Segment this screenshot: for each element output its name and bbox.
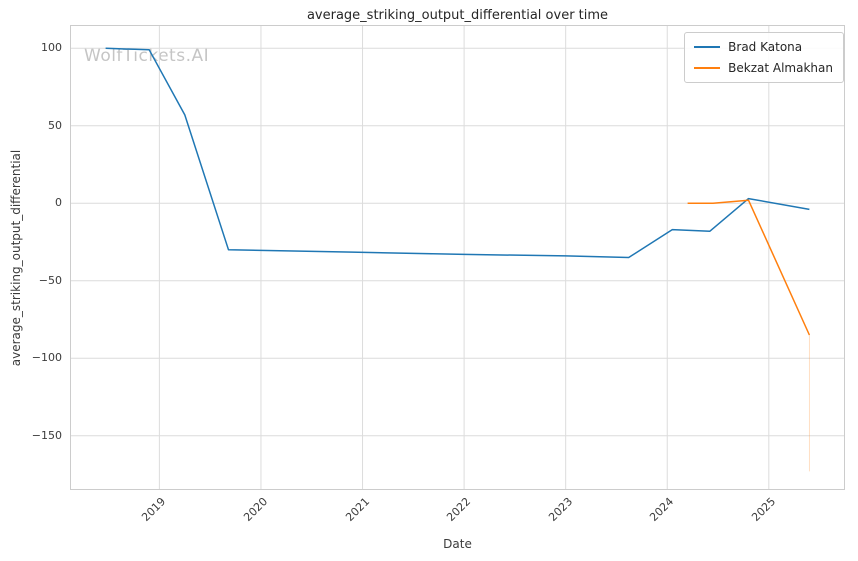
y-axis-label: average_striking_output_differential — [9, 149, 23, 367]
legend-line-swatch-orange — [694, 67, 721, 69]
plot-border — [70, 25, 845, 490]
y-tick-label: 0 — [55, 196, 62, 210]
legend-label: Brad Katona — [728, 40, 803, 54]
legend-entry-bekzat-almakhan: Bekzat Almakhan — [694, 61, 833, 75]
y-tick-label: 100 — [41, 41, 62, 55]
series-line-brad-katona — [105, 47, 810, 259]
chart-title: average_striking_output_differential ove… — [306, 8, 609, 23]
legend-line-swatch-blue — [694, 46, 721, 48]
y-tick-label: −100 — [31, 351, 62, 365]
y-tick-label: −150 — [31, 428, 62, 442]
x-axis-label: Date — [443, 537, 472, 551]
y-tick-label: −50 — [38, 273, 62, 287]
plot-area — [70, 25, 845, 490]
legend-entry-brad-katona: Brad Katona — [694, 40, 833, 54]
watermark: WolfTickets.AI — [84, 46, 210, 66]
series-line-bekzat-almakhan — [687, 199, 811, 336]
legend[interactable]: Brad Katona Bekzat Almakhan — [684, 32, 844, 83]
legend-label: Bekzat Almakhan — [728, 61, 833, 75]
y-tick-label: 50 — [48, 118, 62, 132]
